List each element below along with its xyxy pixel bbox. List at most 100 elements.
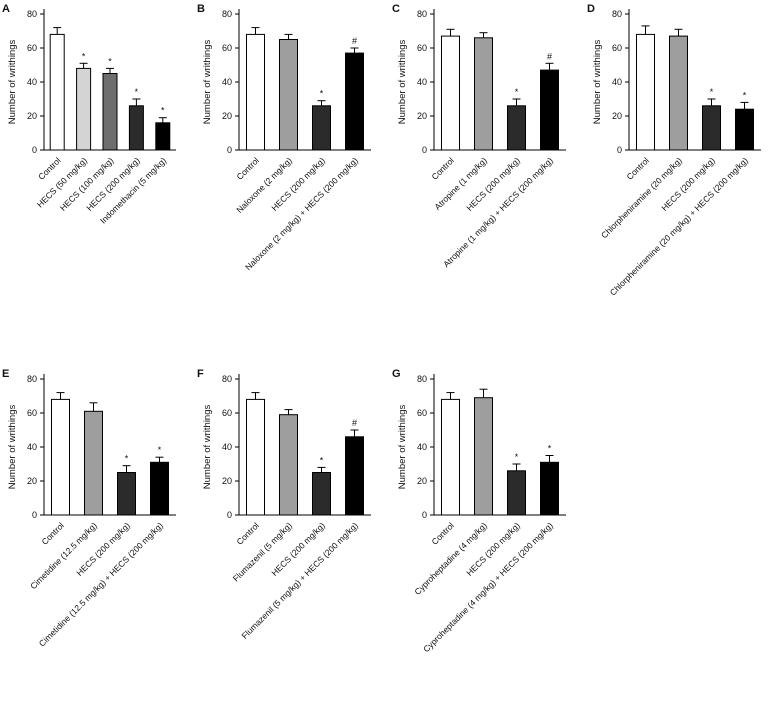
y-tick-label: 0 [32, 145, 37, 155]
bar [246, 33, 265, 151]
y-axis-label: Number of writhings [7, 405, 18, 490]
y-tick-label: 20 [417, 476, 427, 486]
x-tick-label: Flumazenil (5 mg/kg) [231, 520, 294, 583]
bar [636, 33, 655, 151]
bar [117, 472, 136, 516]
bar [312, 105, 331, 151]
significance-marker: * [743, 90, 747, 100]
y-tick-label: 40 [222, 442, 232, 452]
y-axis-label: Number of writhings [7, 40, 18, 125]
y-tick-label: 60 [612, 43, 622, 53]
y-axis-label: Number of writhings [202, 40, 213, 125]
bar [102, 73, 118, 151]
figure-row-top: A 0 20 40 60 80 Number of writhings Control * HEC… [0, 0, 780, 365]
x-tick-label: Control [429, 520, 456, 547]
bar [246, 398, 265, 516]
panel-slot-B: B 0 20 40 60 80 Number of writhings Control Nalo… [195, 0, 390, 365]
y-tick-label: 40 [417, 77, 427, 87]
bar [345, 52, 364, 151]
bar [49, 33, 65, 151]
y-tick-label: 40 [27, 442, 37, 452]
significance-marker: * [125, 454, 129, 464]
bar [150, 461, 169, 516]
bar [279, 39, 298, 151]
significance-marker: * [515, 87, 519, 97]
x-tick-label: Control [39, 520, 66, 547]
bar [507, 470, 526, 516]
x-tick-label: Naloxone (2 mg/kg) [234, 155, 294, 215]
x-tick-label: Control [429, 155, 456, 182]
bar [441, 398, 460, 516]
y-tick-label: 20 [612, 111, 622, 121]
x-tick-label: Flumazenil (5 mg/kg) + HECS (200 mg/kg) [239, 520, 360, 641]
panel-slot-D: D 0 20 40 60 80 Number of writhings Control Chlo… [585, 0, 780, 365]
bar [702, 105, 721, 151]
panel-letter: F [197, 368, 204, 380]
bar [128, 105, 144, 151]
y-tick-label: 80 [222, 9, 232, 19]
significance-marker: * [161, 106, 165, 116]
y-axis-label: Number of writhings [397, 405, 408, 490]
panel-letter: D [587, 3, 595, 15]
bar [735, 108, 754, 151]
y-tick-label: 80 [417, 9, 427, 19]
x-tick-label: Control [234, 520, 261, 547]
significance-marker: * [108, 56, 112, 66]
chart-panel-B: B 0 20 40 60 80 Number of writhings ControlNalo… [197, 3, 371, 272]
bar [279, 414, 298, 516]
panel-letter: E [2, 368, 9, 380]
y-tick-label: 60 [27, 43, 37, 53]
y-tick-label: 0 [617, 145, 622, 155]
significance-marker: * [320, 89, 324, 99]
bar [474, 397, 493, 516]
bar [84, 410, 103, 516]
y-tick-label: 20 [417, 111, 427, 121]
significance-marker: * [710, 87, 714, 97]
significance-marker: * [158, 445, 162, 455]
y-tick-label: 80 [417, 374, 427, 384]
bar [155, 122, 171, 151]
y-tick-label: 20 [27, 111, 37, 121]
y-tick-label: 0 [227, 145, 232, 155]
panel-letter: C [392, 3, 400, 15]
panel-slot-F: F 0 20 40 60 80 Number of writhings Control Flum… [195, 365, 390, 709]
bar [474, 37, 493, 151]
y-tick-label: 80 [222, 374, 232, 384]
y-tick-label: 60 [417, 43, 427, 53]
bar [312, 472, 331, 516]
bar [51, 398, 70, 516]
y-tick-label: 0 [227, 510, 232, 520]
bar [441, 35, 460, 151]
y-tick-label: 40 [222, 77, 232, 87]
y-tick-label: 0 [422, 510, 427, 520]
significance-marker: # [352, 36, 357, 46]
y-tick-label: 20 [27, 476, 37, 486]
x-tick-label: Control [234, 155, 261, 182]
y-tick-label: 0 [32, 510, 37, 520]
y-axis-label: Number of writhings [202, 405, 213, 490]
panel-letter: B [197, 3, 205, 15]
panel-slot-C: C 0 20 40 60 80 Number of writhings Control Atro… [390, 0, 585, 365]
y-tick-label: 40 [27, 77, 37, 87]
y-tick-label: 80 [27, 374, 37, 384]
y-tick-label: 40 [417, 442, 427, 452]
y-tick-label: 60 [222, 43, 232, 53]
y-tick-label: 80 [27, 9, 37, 19]
y-tick-label: 80 [612, 9, 622, 19]
y-axis-label: Number of writhings [397, 40, 408, 125]
panel-letter: A [2, 3, 10, 15]
panel-slot-A: A 0 20 40 60 80 Number of writhings Control * HEC… [0, 0, 195, 365]
y-tick-label: 60 [417, 408, 427, 418]
significance-marker: # [352, 418, 357, 428]
y-tick-label: 60 [27, 408, 37, 418]
bar [540, 461, 559, 516]
significance-marker: * [320, 455, 324, 465]
significance-marker: * [82, 51, 86, 61]
chart-panel-E: E 0 20 40 60 80 Number of writhings ControlCime… [2, 368, 176, 649]
panel-slot-E: E 0 20 40 60 80 Number of writhings Control Cime… [0, 365, 195, 709]
y-tick-label: 0 [422, 145, 427, 155]
